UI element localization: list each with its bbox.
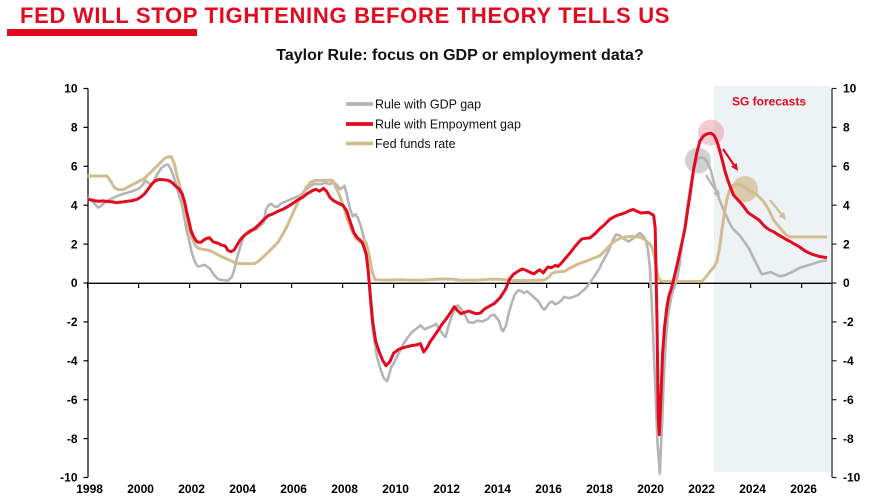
svg-text:2004: 2004	[229, 482, 256, 496]
svg-text:4: 4	[843, 198, 850, 212]
svg-text:-4: -4	[67, 354, 78, 368]
svg-text:2018: 2018	[586, 482, 613, 496]
svg-text:-6: -6	[843, 393, 854, 407]
svg-text:2006: 2006	[280, 482, 307, 496]
svg-text:-10: -10	[60, 471, 78, 485]
svg-text:6: 6	[71, 160, 78, 174]
svg-text:2022: 2022	[688, 482, 715, 496]
svg-text:2008: 2008	[331, 482, 358, 496]
svg-text:2014: 2014	[484, 482, 511, 496]
svg-text:2010: 2010	[382, 482, 409, 496]
svg-text:10: 10	[843, 82, 857, 96]
svg-text:-6: -6	[67, 393, 78, 407]
svg-text:Rule with Empoyment gap: Rule with Empoyment gap	[375, 117, 521, 131]
svg-text:2024: 2024	[739, 482, 766, 496]
svg-text:10: 10	[64, 82, 78, 96]
svg-text:SG forecasts: SG forecasts	[732, 95, 806, 109]
svg-text:2000: 2000	[127, 482, 154, 496]
svg-text:2: 2	[71, 237, 78, 251]
svg-text:8: 8	[71, 121, 78, 135]
svg-text:1998: 1998	[76, 482, 103, 496]
svg-text:2002: 2002	[178, 482, 205, 496]
svg-text:8: 8	[843, 121, 850, 135]
svg-text:0: 0	[71, 276, 78, 290]
svg-text:-2: -2	[843, 315, 854, 329]
svg-text:-8: -8	[843, 432, 854, 446]
svg-text:6: 6	[843, 160, 850, 174]
svg-text:Fed funds rate: Fed funds rate	[375, 137, 456, 151]
svg-text:4: 4	[71, 198, 78, 212]
svg-text:Rule with GDP gap: Rule with GDP gap	[375, 97, 481, 111]
svg-text:0: 0	[843, 276, 850, 290]
svg-text:2: 2	[843, 237, 850, 251]
svg-text:2016: 2016	[535, 482, 562, 496]
svg-text:-10: -10	[843, 471, 861, 485]
svg-text:-2: -2	[67, 315, 78, 329]
svg-text:2026: 2026	[790, 482, 817, 496]
svg-text:2020: 2020	[637, 482, 664, 496]
svg-text:2012: 2012	[433, 482, 460, 496]
svg-text:-4: -4	[843, 354, 854, 368]
svg-text:-8: -8	[67, 432, 78, 446]
